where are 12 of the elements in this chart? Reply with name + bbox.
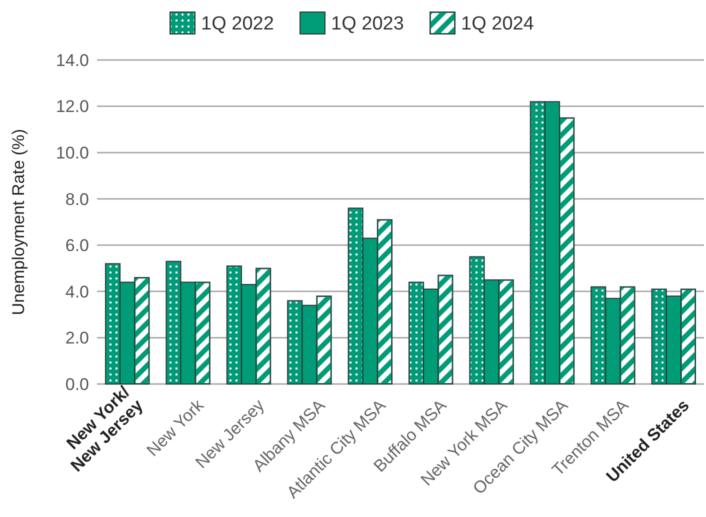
y-tick-label: 0.0: [65, 374, 89, 394]
y-tick-label: 8.0: [65, 190, 89, 209]
y-tick-label: 4.0: [65, 282, 89, 302]
legend-label: 1Q 2022: [201, 14, 274, 35]
y-axis-title: Unemployment Rate (%): [9, 128, 28, 316]
y-tick-label: 14.0: [56, 50, 89, 70]
y-tick-label: 12.0: [56, 97, 89, 116]
y-tick-label: 6.0: [65, 236, 89, 256]
y-tick-label: 2.0: [65, 328, 89, 348]
legend-label: 1Q 2024: [461, 14, 534, 35]
y-tick-label: 10.0: [56, 144, 89, 163]
legend-label: 1Q 2023: [331, 14, 404, 35]
